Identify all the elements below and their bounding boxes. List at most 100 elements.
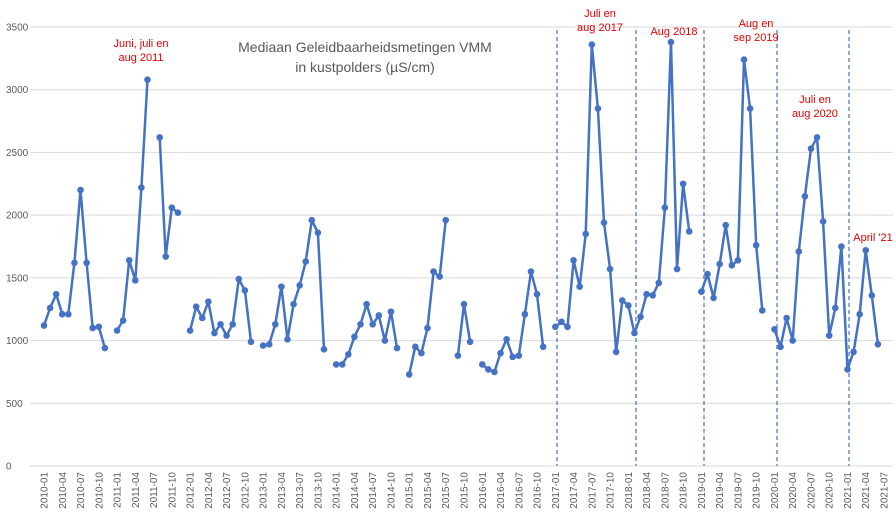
x-tick-label: 2013-10 <box>313 472 324 509</box>
point <box>412 343 419 351</box>
x-tick-label: 2016-01 <box>478 472 489 509</box>
x-tick-label: 2013-01 <box>259 472 270 509</box>
y-tick-label: 2500 <box>6 148 29 159</box>
point <box>485 366 492 373</box>
point <box>552 323 559 331</box>
y-tick-label: 3500 <box>6 23 29 34</box>
point <box>296 282 303 289</box>
point <box>144 76 151 83</box>
point <box>795 248 803 255</box>
point <box>424 324 431 332</box>
point <box>606 265 614 273</box>
x-tick-label: 2017-10 <box>606 472 617 509</box>
point <box>89 324 96 332</box>
point <box>52 290 60 298</box>
point <box>667 38 675 46</box>
x-tick-label: 2014-01 <box>332 472 343 509</box>
x-tick-label: 2012-10 <box>240 472 251 509</box>
point <box>284 336 291 343</box>
point <box>460 300 468 308</box>
x-tick-label: 2014-10 <box>386 472 397 509</box>
annotation: aug 2020 <box>792 108 838 120</box>
point <box>491 368 498 376</box>
x-tick-label: 2011-07 <box>149 472 160 508</box>
point <box>65 310 72 318</box>
x-tick-label: 2020-04 <box>788 472 799 509</box>
point <box>771 325 778 333</box>
point <box>272 320 279 328</box>
point <box>393 344 401 352</box>
point <box>205 298 212 305</box>
point <box>503 336 510 343</box>
x-tick-label: 2017-01 <box>551 472 562 509</box>
point <box>600 219 608 226</box>
x-tick-label: 2019-07 <box>733 472 744 509</box>
point <box>211 329 218 337</box>
x-tick-label: 2015-10 <box>460 472 471 509</box>
point <box>314 229 322 237</box>
point <box>478 361 486 368</box>
point <box>594 105 602 112</box>
point <box>850 348 857 356</box>
point <box>722 221 730 229</box>
point <box>734 256 742 264</box>
point <box>813 134 821 141</box>
point <box>113 327 121 334</box>
annotation: aug 2017 <box>577 22 623 34</box>
x-tick-label: 2019-01 <box>697 472 708 509</box>
chart-title: in kustpolders (µS/cm) <box>295 59 435 75</box>
point <box>168 204 176 211</box>
x-tick-label: 2010-10 <box>94 472 105 509</box>
point <box>539 343 547 351</box>
point <box>174 209 182 216</box>
annotation: sep 2019 <box>733 32 778 44</box>
point <box>259 342 267 349</box>
x-tick-label: 2011-01 <box>113 472 124 508</box>
point <box>533 290 541 298</box>
point <box>807 145 815 152</box>
point <box>357 320 364 328</box>
x-tick-label: 2013-07 <box>295 472 306 509</box>
x-tick-label: 2012-07 <box>222 472 233 509</box>
point <box>746 105 754 112</box>
point <box>308 216 316 224</box>
x-tick-label: 2019-04 <box>715 472 726 509</box>
annotation: Aug en <box>739 18 774 30</box>
point <box>777 343 784 351</box>
point <box>673 265 681 273</box>
point <box>558 318 565 326</box>
x-tick-label: 2016-07 <box>514 472 525 509</box>
x-tick-label: 2010-07 <box>76 472 87 509</box>
x-tick-label: 2021-04 <box>861 472 872 509</box>
annotation: Juni, juli en <box>113 38 168 50</box>
x-tick-label: 2018-07 <box>660 472 671 509</box>
point <box>58 310 66 318</box>
x-tick-label: 2010-04 <box>58 472 69 509</box>
x-tick-label: 2016-04 <box>496 472 507 509</box>
point <box>825 332 833 339</box>
point <box>527 268 535 275</box>
x-tick-label: 2020-10 <box>825 472 836 509</box>
point <box>649 292 656 299</box>
point <box>783 314 790 322</box>
point <box>698 288 705 295</box>
point <box>625 302 632 309</box>
x-tick-label: 2012-04 <box>204 472 215 509</box>
point <box>752 241 760 249</box>
point <box>832 304 839 312</box>
x-tick-label: 2015-01 <box>405 472 416 509</box>
y-tick-label: 500 <box>6 399 23 410</box>
point <box>838 243 845 250</box>
point <box>229 320 236 328</box>
y-tick-label: 2000 <box>6 211 29 222</box>
point <box>570 256 577 264</box>
x-tick-label: 2011-04 <box>131 472 142 508</box>
point <box>740 56 748 63</box>
point <box>661 204 669 211</box>
x-tick-label: 2020-01 <box>770 472 781 509</box>
annotation: Juli en <box>584 8 616 20</box>
point <box>631 329 638 337</box>
point <box>83 259 90 267</box>
x-tick-label: 2013-04 <box>277 472 288 509</box>
